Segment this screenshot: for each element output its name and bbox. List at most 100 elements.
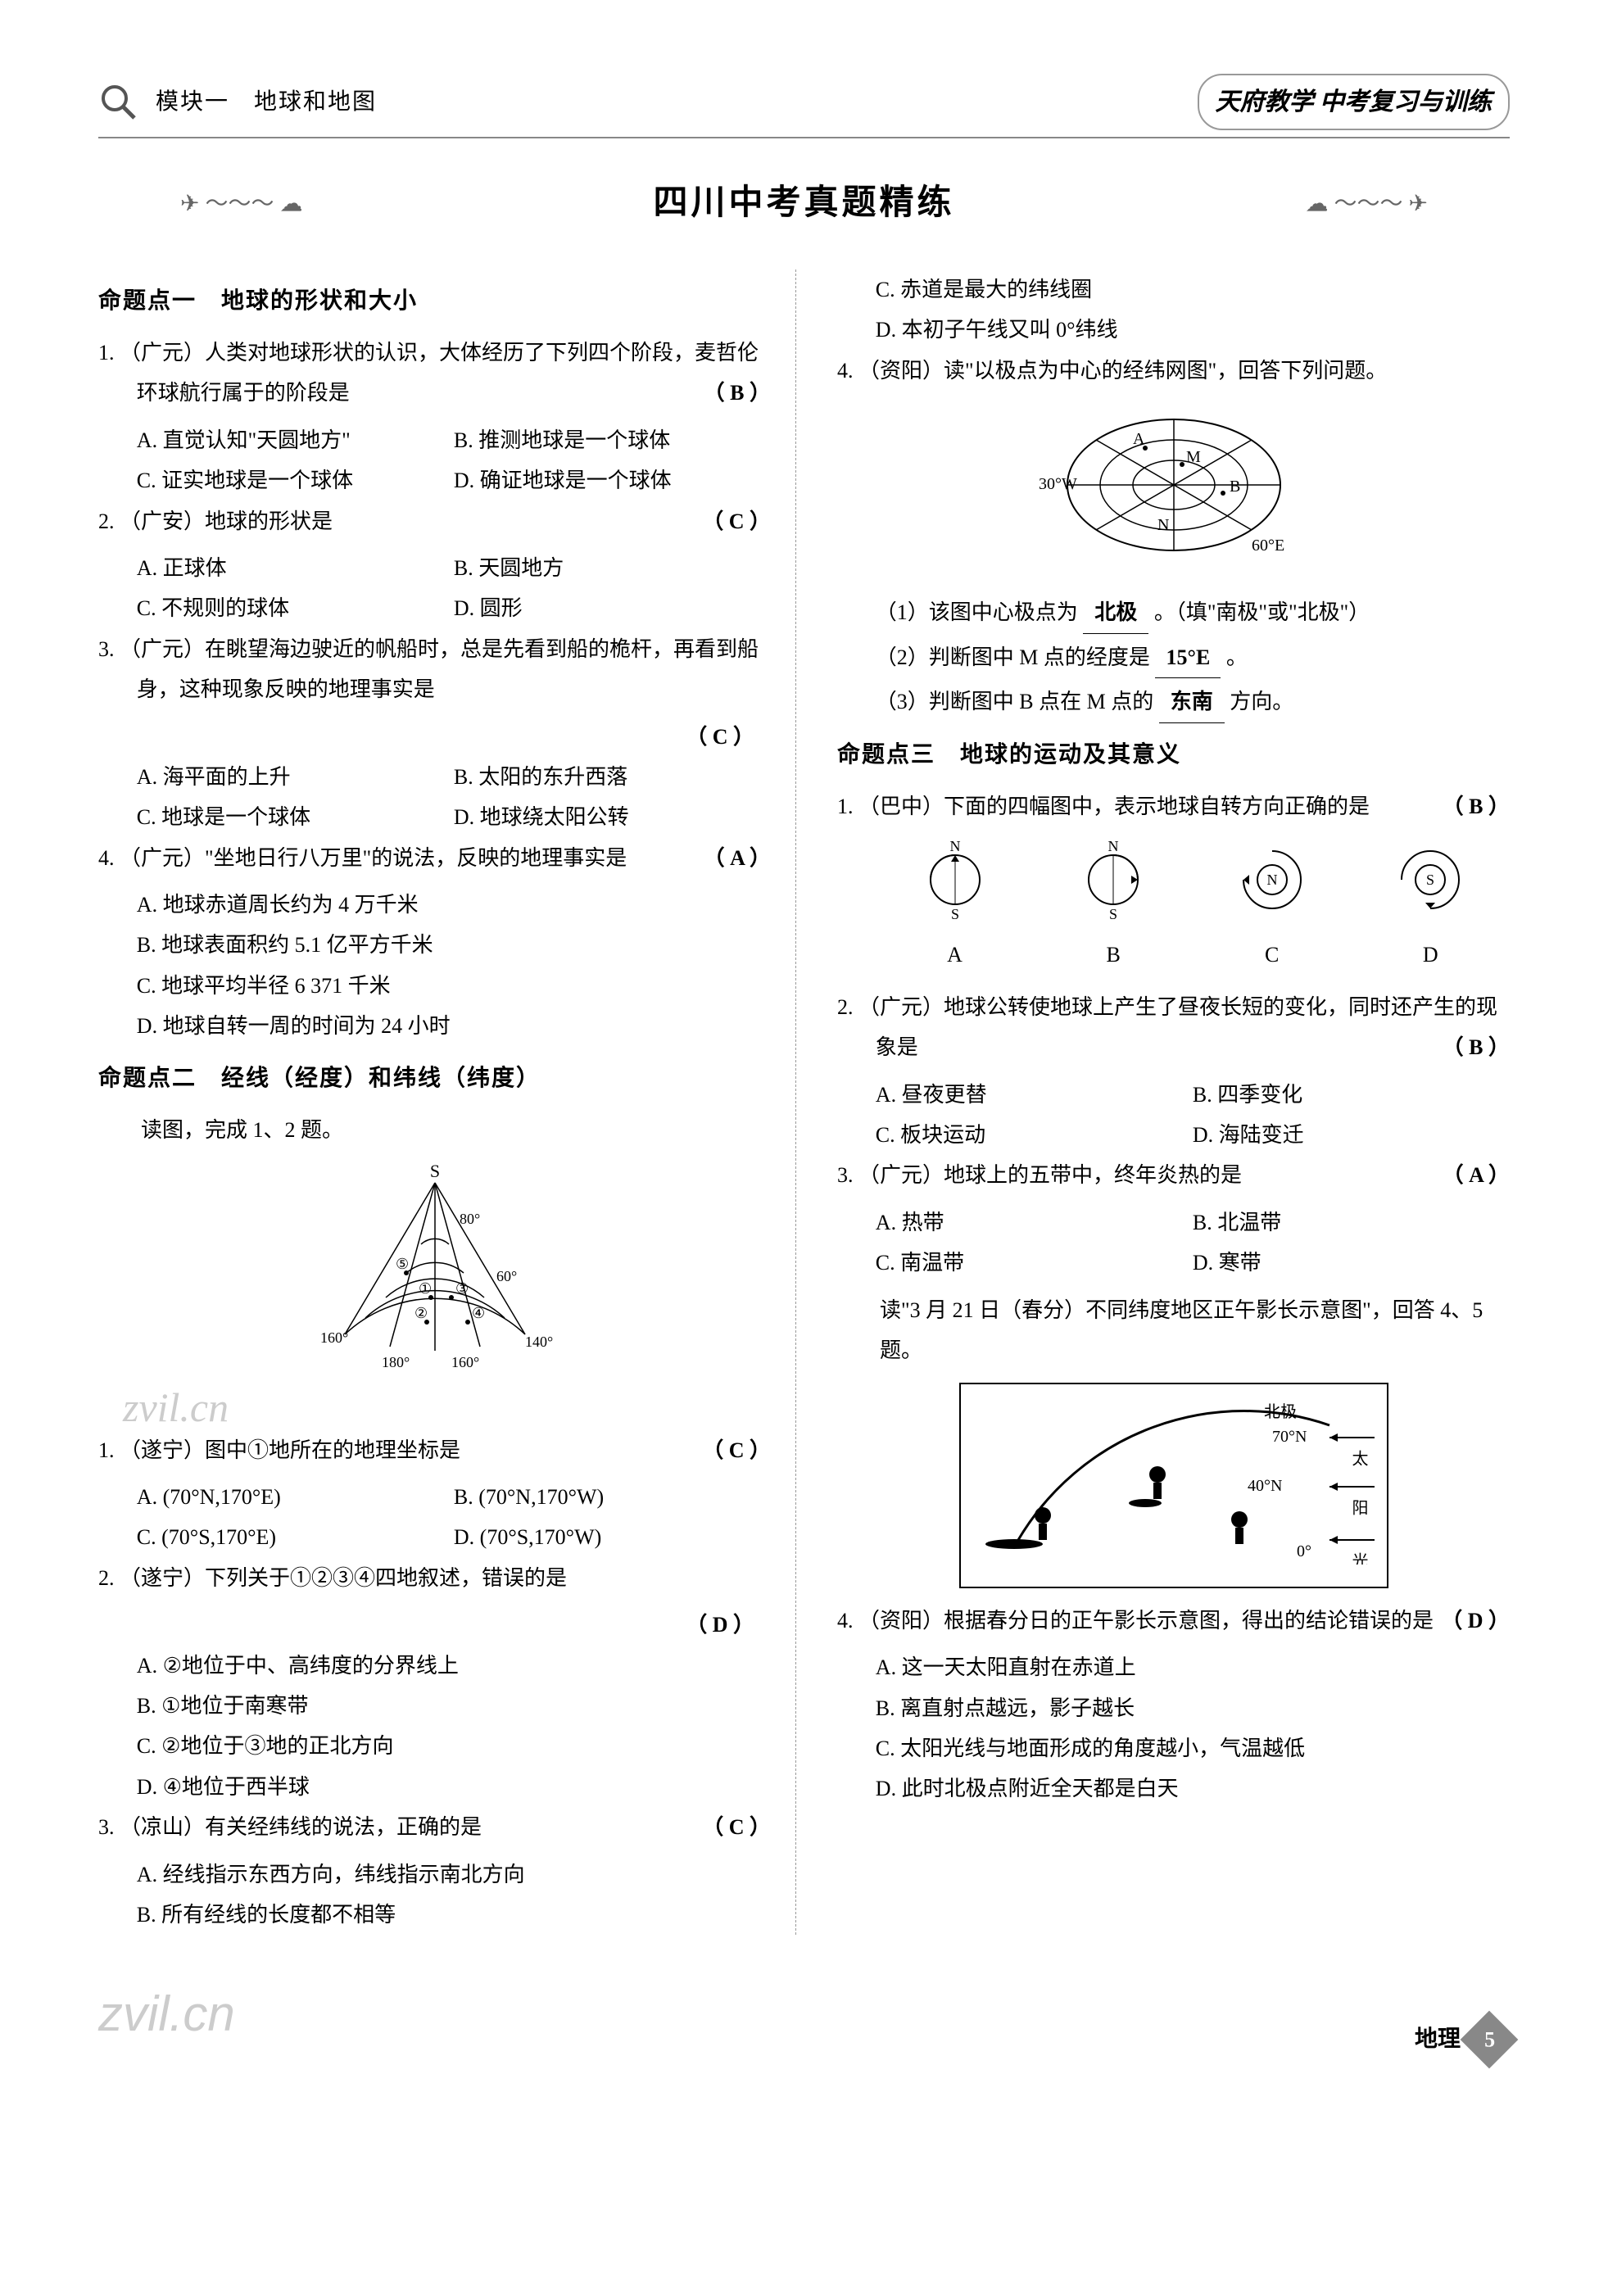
opt-b: B. (70°N,170°W) bbox=[454, 1477, 771, 1517]
opt-d: D. 海陆变迁 bbox=[1193, 1115, 1510, 1155]
opt-d: D. 此时北极点附近全天都是白天 bbox=[876, 1768, 1510, 1809]
polar-fan-figure: S ⑤ ① ③ ② ④ 80° 60 bbox=[98, 1162, 771, 1388]
opt-b: B. 离直射点越远，影子越长 bbox=[876, 1688, 1510, 1728]
svg-text:④: ④ bbox=[472, 1305, 485, 1321]
polar-fan-svg: S ⑤ ① ③ ② ④ 80° 60 bbox=[288, 1162, 582, 1375]
svg-text:70°N: 70°N bbox=[1272, 1428, 1307, 1446]
opt-d: D. 圆形 bbox=[454, 588, 771, 628]
t1-q1-options: A. 直觉认知"天圆地方" B. 推测地球是一个球体 C. 证实地球是一个球体 … bbox=[98, 420, 771, 501]
svg-text:60°E: 60°E bbox=[1252, 537, 1284, 555]
t1-q3: 3. （广元）在眺望海边驶近的帆船时，总是先看到船的桅杆，再看到船身，这种现象反… bbox=[98, 629, 771, 710]
t2-q4-sub3: （3）判断图中 B 点在 M 点的 东南 方向。 bbox=[837, 682, 1510, 722]
opt-b: B. 所有经线的长度都不相等 bbox=[137, 1895, 771, 1935]
page-subject: 地理 bbox=[1415, 2017, 1461, 2061]
opt-a: A. 昼夜更替 bbox=[876, 1075, 1193, 1115]
polar-circle-figure: A M B N 30°W 60°E bbox=[837, 403, 1510, 580]
title-deco-left: ✈ ～～～ ☁ bbox=[180, 182, 302, 225]
opt-c: C. (70°S,170°E) bbox=[137, 1517, 454, 1557]
q-answer: （ B ） bbox=[1480, 786, 1510, 826]
t2-q4-sub2: （2）判断图中 M 点的经度是 15°E 。 bbox=[837, 637, 1510, 678]
t2-q4: 4. （资阳）读"以极点为中心的经纬网图"，回答下列问题。 bbox=[837, 351, 1510, 391]
opt-d: D. ④地位于西半球 bbox=[137, 1767, 771, 1807]
topic2-heading: 命题点二 经线（经度）和纬线（纬度） bbox=[98, 1057, 771, 1100]
svg-text:M: M bbox=[1186, 448, 1201, 466]
rotation-figures: NS A NS B N C S D bbox=[837, 839, 1510, 975]
t3-instruction45: 读"3 月 21 日（春分）不同纬度地区正午影长示意图"，回答 4、5 题。 bbox=[837, 1290, 1510, 1371]
opt-d: D. 地球自转一周的时间为 24 小时 bbox=[137, 1006, 771, 1046]
q-num: 3. bbox=[98, 1815, 115, 1839]
opt-b: B. 推测地球是一个球体 bbox=[454, 420, 771, 460]
t3-q2-options: A. 昼夜更替 B. 四季变化 C. 板块运动 D. 海陆变迁 bbox=[837, 1075, 1510, 1156]
opt-c: C. 地球是一个球体 bbox=[137, 797, 454, 837]
q-num: 1. bbox=[98, 341, 115, 365]
svg-text:北极: 北极 bbox=[1264, 1402, 1297, 1421]
opt-d: D. 地球绕太阳公转 bbox=[454, 797, 771, 837]
opt-a: A. 这一天太阳直射在赤道上 bbox=[876, 1647, 1510, 1687]
q-text: （广安）地球的形状是 bbox=[120, 509, 333, 533]
svg-text:N: N bbox=[1157, 516, 1169, 534]
q-text: （遂宁）下列关于①②③④四地叙述，错误的是 bbox=[120, 1566, 567, 1590]
opt-d: D. 寒带 bbox=[1193, 1243, 1510, 1283]
opt-b: B. 地球表面积约 5.1 亿平方千米 bbox=[137, 925, 771, 965]
svg-text:A: A bbox=[1133, 430, 1145, 448]
page-title-row: ✈ ～～～ ☁ 四川中考真题精练 ☁ ～～～ ✈ bbox=[98, 171, 1510, 237]
svg-text:③: ③ bbox=[455, 1280, 469, 1297]
opt-c: C. 太阳光线与地面形成的角度越小，气温越低 bbox=[876, 1728, 1510, 1768]
watermark-text: zvil.cn bbox=[98, 1968, 235, 2061]
svg-text:140°: 140° bbox=[525, 1334, 553, 1350]
svg-text:②: ② bbox=[414, 1305, 428, 1321]
right-column: C. 赤道是最大的纬线圈 D. 本初子午线又叫 0°纬线 4. （资阳）读"以极… bbox=[829, 269, 1510, 1935]
opt-c: C. 南温带 bbox=[876, 1243, 1193, 1283]
opt-b: B. 四季变化 bbox=[1193, 1075, 1510, 1115]
q-num: 4. bbox=[98, 846, 115, 870]
blank-answer: 北极 bbox=[1083, 592, 1148, 633]
q-text: （凉山）有关经纬线的说法，正确的是 bbox=[120, 1815, 482, 1839]
q-num: 3. bbox=[98, 637, 115, 661]
svg-text:光: 光 bbox=[1349, 1552, 1368, 1565]
t3-q4-options: A. 这一天太阳直射在赤道上 B. 离直射点越远，影子越长 C. 太阳光线与地面… bbox=[837, 1647, 1510, 1809]
opt-a: A. 经线指示东西方向，纬线指示南北方向 bbox=[137, 1854, 771, 1895]
opt-b: B. ①地位于南寒带 bbox=[137, 1686, 771, 1726]
t1-q1: 1. （广元）人类对地球形状的认识，大体经历了下列四个阶段，麦哲伦环球航行属于的… bbox=[98, 333, 771, 414]
q-num: 3. bbox=[837, 1163, 854, 1187]
blank-answer: 东南 bbox=[1159, 682, 1225, 722]
header-left: 模块一 地球和地图 bbox=[98, 80, 377, 124]
q-answer: （ B ） bbox=[741, 373, 771, 413]
q-text: （资阳）读"以极点为中心的经纬网图"，回答下列问题。 bbox=[858, 359, 1387, 383]
q-text: （广元）人类对地球形状的认识，大体经历了下列四个阶段，麦哲伦环球航行属于的阶段是 bbox=[120, 341, 759, 405]
t3-q3: 3. （广元）地球上的五带中，终年炎热的是 （ A ） bbox=[837, 1155, 1510, 1195]
t1-q2-options: A. 正球体 B. 天圆地方 C. 不规则的球体 D. 圆形 bbox=[98, 548, 771, 629]
brand-badge: 天府教学 中考复习与训练 bbox=[1198, 74, 1511, 130]
q-num: 1. bbox=[837, 795, 854, 818]
q-text: （广元）地球上的五带中，终年炎热的是 bbox=[858, 1163, 1242, 1187]
opt-a: A. 直觉认知"天圆地方" bbox=[137, 420, 454, 460]
left-column: 命题点一 地球的形状和大小 1. （广元）人类对地球形状的认识，大体经历了下列四… bbox=[98, 269, 796, 1935]
svg-text:80°: 80° bbox=[460, 1211, 480, 1227]
opt-d: D. 本初子午线又叫 0°纬线 bbox=[876, 310, 1510, 350]
t3-q1: 1. （巴中）下面的四幅图中，表示地球自转方向正确的是 （ B ） bbox=[837, 786, 1510, 826]
svg-text:B: B bbox=[1230, 478, 1240, 496]
opt-a: A. 热带 bbox=[876, 1202, 1193, 1243]
svg-text:30°W: 30°W bbox=[1039, 475, 1077, 493]
t3-q3-options: A. 热带 B. 北温带 C. 南温带 D. 寒带 bbox=[837, 1202, 1510, 1284]
opt-b: B. 天圆地方 bbox=[454, 548, 771, 588]
content-columns: 命题点一 地球的形状和大小 1. （广元）人类对地球形状的认识，大体经历了下列四… bbox=[98, 269, 1510, 1935]
opt-b: B. 北温带 bbox=[1193, 1202, 1510, 1243]
t2-q3-options-cont: C. 赤道是最大的纬线圈 D. 本初子午线又叫 0°纬线 bbox=[837, 269, 1510, 351]
q-text: （资阳）根据春分日的正午影长示意图，得出的结论错误的是 bbox=[858, 1609, 1434, 1633]
t1-q4: 4. （广元）"坐地日行八万里"的说法，反映的地理事实是 （ A ） bbox=[98, 838, 771, 878]
t2-q3-options: A. 经线指示东西方向，纬线指示南北方向 B. 所有经线的长度都不相等 bbox=[98, 1854, 771, 1936]
svg-text:阳: 阳 bbox=[1349, 1499, 1367, 1515]
title-deco-right: ☁ ～～～ ✈ bbox=[1306, 182, 1428, 225]
opt-d: D. 确证地球是一个球体 bbox=[454, 460, 771, 500]
topic1-heading: 命题点一 地球的形状和大小 bbox=[98, 279, 771, 323]
t2-q1-options: A. (70°N,170°E) B. (70°N,170°W) C. (70°S… bbox=[98, 1477, 771, 1558]
opt-c: C. 证实地球是一个球体 bbox=[137, 460, 454, 500]
svg-text:⑤: ⑤ bbox=[396, 1256, 409, 1272]
q-text: （巴中）下面的四幅图中，表示地球自转方向正确的是 bbox=[858, 795, 1370, 818]
q-answer: （ A ） bbox=[1480, 1155, 1510, 1195]
q-num: 4. bbox=[837, 1609, 854, 1633]
svg-text:N: N bbox=[1266, 872, 1277, 888]
svg-text:60°: 60° bbox=[496, 1268, 517, 1284]
t3-q4: 4. （资阳）根据春分日的正午影长示意图，得出的结论错误的是 （ D ） bbox=[837, 1601, 1510, 1641]
